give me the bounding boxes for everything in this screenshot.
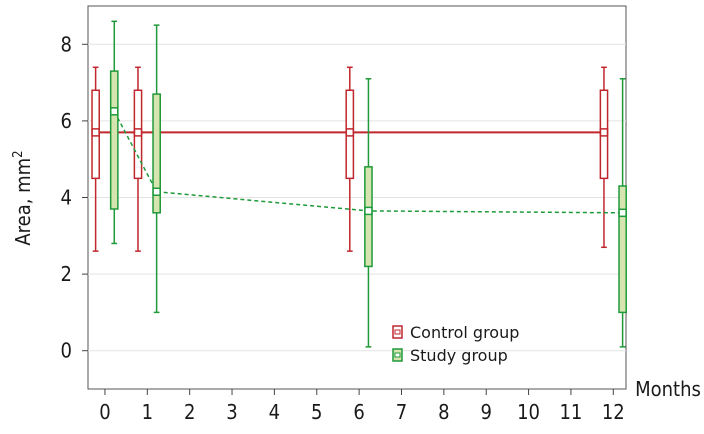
series-study-group [109,20,627,348]
y-tick-label: 2 [61,262,72,286]
series-mean-line [113,110,623,214]
x-tick-label: 3 [226,400,237,424]
mean-marker [364,206,373,216]
legend-label: Control group [410,323,519,342]
y-axis-label-superscript: 2 [11,150,26,157]
y-tick-label: 0 [61,339,72,363]
x-tick-label: 12 [602,400,625,424]
x-tick-label: 2 [184,400,195,424]
legend-marker [394,329,401,335]
box [152,93,161,214]
box [618,185,627,314]
mean-marker [91,128,100,137]
y-axis-label: Area, mm2 [11,150,35,245]
box [364,166,373,268]
grid-lines [88,43,626,352]
box [109,70,119,210]
mean-marker [618,208,627,218]
x-tick-label: 0 [99,400,110,424]
series-layer [91,20,627,348]
legend-label: Study group [410,346,508,365]
y-tick-label: 4 [61,186,72,210]
x-tick-label: 8 [438,400,449,424]
x-tick-label: 9 [480,400,491,424]
x-axis-label: Months [635,377,701,401]
legend-marker [394,352,401,358]
legend: Control group Study group [392,323,519,365]
mean-marker [152,187,161,197]
mean-marker [599,128,609,137]
y-tick-label: 8 [61,32,72,56]
x-tick-label: 1 [142,400,153,424]
x-tick-label: 6 [353,400,364,424]
x-tick-label: 11 [559,400,582,424]
x-tick-label: 7 [396,400,407,424]
mean-marker [345,128,355,137]
mean-marker [133,128,143,137]
x-tick-label: 4 [269,400,280,424]
x-tick-label: 5 [311,400,322,424]
y-axis-label-text: Area, mm [11,158,35,246]
y-tick-label: 6 [61,109,72,133]
x-axis-ticks: 0 1 2 3 4 5 6 7 8 9 10 11 12 [99,389,625,424]
x-tick-label: 10 [517,400,540,424]
y-axis-ticks: 0 2 4 6 8 [61,32,88,363]
mean-marker [110,107,119,116]
